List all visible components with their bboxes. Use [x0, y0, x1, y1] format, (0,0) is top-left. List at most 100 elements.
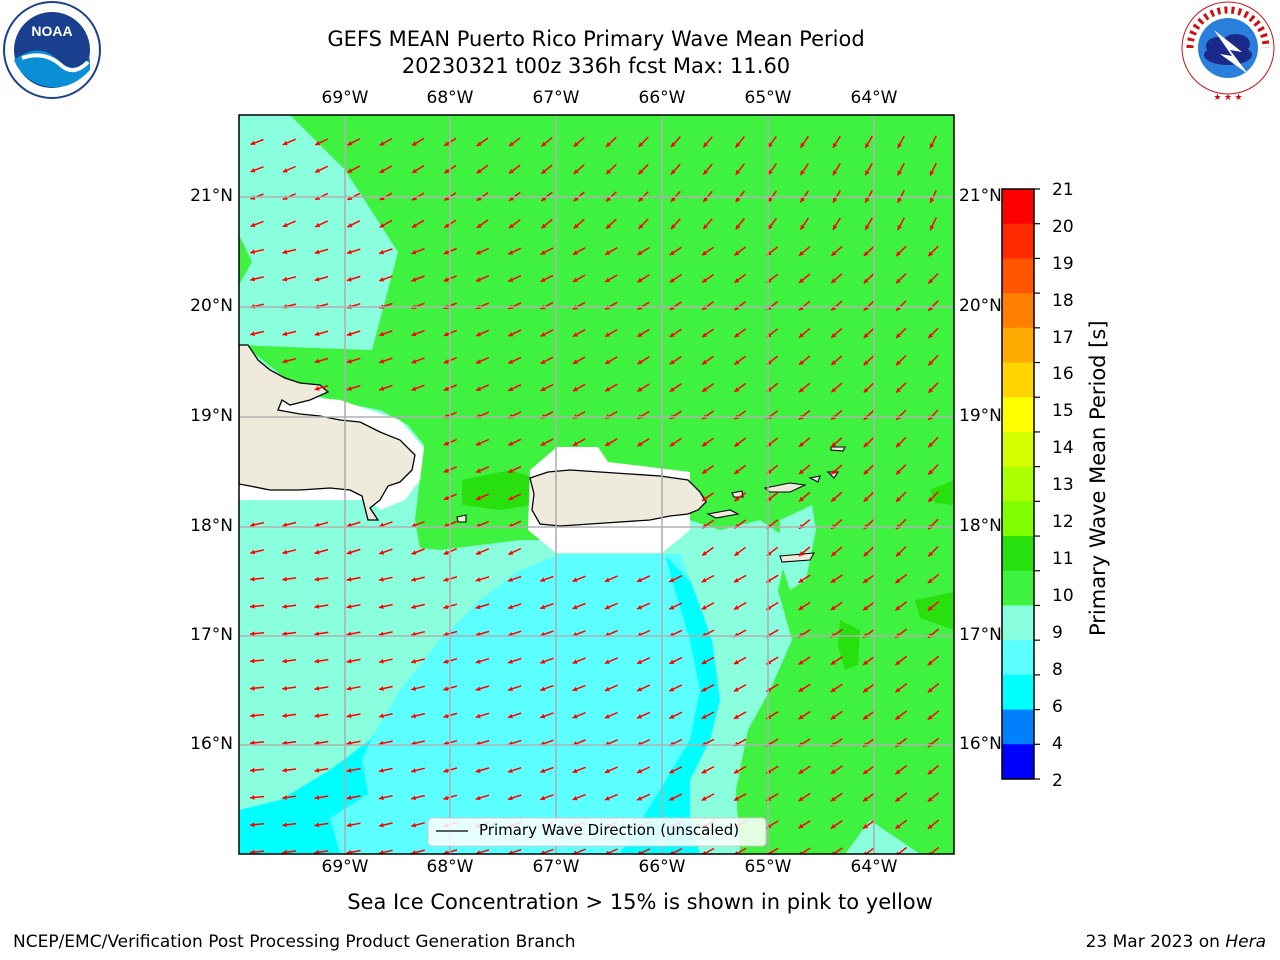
wave-arrow-head — [604, 714, 610, 719]
wave-arrow-head — [346, 795, 352, 800]
wave-arrow-head — [346, 849, 352, 854]
lat-label-right-20n: 20°N — [959, 296, 1002, 316]
colorbar-tick: 2 — [1052, 771, 1063, 791]
wave-arrow-head — [637, 850, 642, 854]
wave-arrow-head — [734, 387, 740, 392]
wave-arrow-head — [573, 169, 579, 174]
lat-label-left-18n: 18°N — [190, 516, 233, 536]
wave-arrow-head — [379, 168, 385, 173]
lon-label-top-65w: 65°W — [744, 88, 792, 108]
wave-arrow-head — [411, 604, 416, 609]
wave-arrow-head — [605, 332, 611, 337]
wave-arrow-head — [799, 332, 804, 338]
colorbar-segment — [1002, 536, 1034, 572]
colorbar-segment — [1002, 674, 1034, 711]
legend-label: Primary Wave Direction (unscaled) — [479, 821, 740, 839]
wave-arrow-head — [314, 849, 320, 854]
wave-arrow-head — [379, 658, 384, 664]
wave-arrow-head — [476, 386, 481, 391]
wave-arrow-head — [250, 795, 255, 800]
wave-arrow-head — [637, 332, 643, 337]
wave-arrow-head — [606, 142, 611, 147]
wave-arrow-head — [379, 550, 385, 555]
wave-arrow-head — [703, 224, 708, 230]
wave-arrow-head — [832, 170, 838, 176]
wave-arrow-head — [444, 168, 450, 174]
wave-arrow-head — [800, 224, 805, 230]
wave-arrow-head — [928, 360, 934, 366]
wave-arrow-head — [799, 442, 804, 447]
wave-arrow-head — [346, 249, 352, 255]
wave-arrow-head — [411, 713, 416, 719]
wave-arrow-head — [314, 276, 320, 282]
legend — [427, 817, 767, 847]
wave-arrow-head — [508, 550, 514, 555]
wave-arrow-head — [734, 469, 740, 474]
wave-arrow-head — [443, 850, 449, 854]
footer-date-text: 23 Mar 2023 on — [1085, 932, 1226, 952]
wave-arrow-head — [250, 713, 255, 718]
wave-arrow-head — [443, 331, 449, 337]
wave-arrow-head — [927, 824, 933, 829]
wave-arrow-head — [411, 850, 416, 854]
colorbar-tick: 4 — [1052, 734, 1063, 754]
wave-arrow-head — [734, 496, 740, 502]
wave-arrow-head — [282, 795, 287, 800]
wave-arrow-head — [670, 196, 676, 202]
wave-arrow-head — [282, 549, 288, 555]
colorbar — [1002, 188, 1040, 780]
wave-arrow-head — [509, 223, 514, 229]
wave-arrow-head — [895, 824, 901, 829]
noaa-logo: NOAA — [3, 1, 101, 99]
colorbar-segment — [1002, 223, 1034, 259]
wave-arrow-head — [670, 142, 676, 148]
wave-arrow-head — [541, 223, 547, 229]
wave-arrow — [799, 847, 811, 854]
wave-arrow-head — [799, 496, 804, 502]
wave-arrow-head — [799, 251, 804, 256]
wave-arrow-head — [476, 441, 481, 446]
sea-ice-note: Sea Ice Concentration > 15% is shown in … — [347, 890, 933, 914]
wave-arrow-head — [929, 197, 935, 203]
wave-arrow — [896, 846, 908, 854]
wave-arrow-head — [411, 359, 417, 364]
wave-arrow-head — [411, 686, 416, 691]
lat-label-left-21n: 21°N — [190, 186, 233, 206]
wave-arrow-head — [865, 170, 870, 176]
wave-arrow-head — [927, 687, 933, 693]
wave-arrow-head — [830, 796, 836, 802]
wave-arrow-head — [863, 824, 869, 829]
wave-arrow-head — [346, 658, 352, 664]
colorbar-segment — [1002, 605, 1034, 641]
wave-arrow-head — [572, 386, 578, 392]
wave-arrow-head — [637, 387, 643, 392]
wave-arrow-head — [702, 850, 707, 854]
wave-arrow-head — [411, 659, 416, 664]
wave-arrow-head — [347, 141, 353, 146]
wave-arrow-head — [250, 685, 255, 691]
wave-arrow-head — [379, 249, 385, 255]
wave-arrow-head — [798, 605, 804, 610]
colorbar-tick: 19 — [1052, 254, 1074, 274]
wave-arrow-head — [703, 169, 708, 175]
wave-arrow-head — [411, 795, 416, 801]
wave-arrow-head — [443, 441, 449, 446]
wave-arrow-head — [638, 196, 644, 202]
wave-arrow-head — [863, 496, 869, 502]
colorbar-label: Primary Wave Mean Period [s] — [1086, 320, 1110, 636]
wave-arrow-head — [669, 359, 675, 365]
wave-arrow-head — [475, 604, 481, 610]
colorbar-frame — [1001, 188, 1035, 780]
wave-arrow-head — [928, 497, 934, 502]
wave-arrow — [929, 846, 940, 854]
wave-arrow-head — [799, 278, 804, 283]
wave-arrow-head — [314, 358, 320, 364]
wave-arrow-head — [540, 713, 546, 719]
wave-arrow-head — [476, 359, 481, 364]
wave-arrow-head — [443, 604, 449, 610]
wave-arrow-head — [282, 686, 287, 691]
wave-arrow-head — [347, 223, 353, 228]
lat-label-left-16n: 16°N — [190, 734, 233, 754]
map-frame — [238, 114, 955, 855]
wave-arrow-head — [346, 358, 352, 364]
